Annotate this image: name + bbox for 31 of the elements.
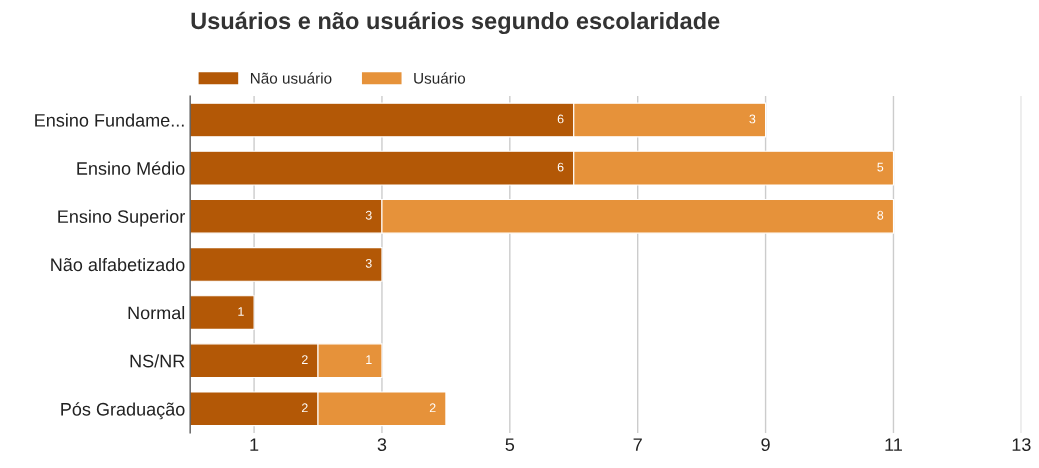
data-label: 5 (877, 162, 884, 172)
legend-label: Não usuário (250, 72, 332, 84)
data-label: 2 (429, 403, 436, 413)
data-label: 1 (238, 307, 244, 316)
x-tick-label: 11 (885, 438, 902, 451)
data-label: 6 (557, 114, 564, 124)
x-tick-label: 13 (1012, 438, 1031, 452)
y-tick-label: Ensino Fundame... (35, 113, 184, 127)
data-label: 8 (877, 210, 884, 220)
data-label: 3 (749, 114, 756, 124)
data-label: 3 (365, 258, 372, 268)
x-tick-label: 1 (250, 438, 259, 451)
data-label: 1 (366, 355, 372, 364)
bar (190, 247, 383, 282)
x-tick-label: 9 (761, 438, 770, 452)
y-tick-label: Ensino Superior (58, 209, 185, 227)
x-tick-label: 3 (377, 438, 387, 452)
y-tick-label: NS/NR (130, 354, 185, 368)
x-tick-label: 5 (505, 438, 515, 452)
data-label: 2 (301, 403, 308, 413)
legend-label: Usuário (414, 72, 466, 84)
data-label: 2 (301, 355, 308, 364)
y-tick-label: Ensino Médio (77, 161, 185, 175)
y-tick-label: Não alfabetizado (51, 257, 185, 272)
chart-title: Usuários e não usuários segundo escolaridade (191, 11, 720, 35)
data-label: 3 (365, 210, 372, 220)
bar (190, 295, 255, 330)
y-tick-label: Normal (128, 306, 185, 320)
x-tick-label: 7 (633, 438, 642, 451)
y-tick-label: Pós Graduação (61, 402, 185, 420)
data-label: 6 (557, 162, 564, 172)
